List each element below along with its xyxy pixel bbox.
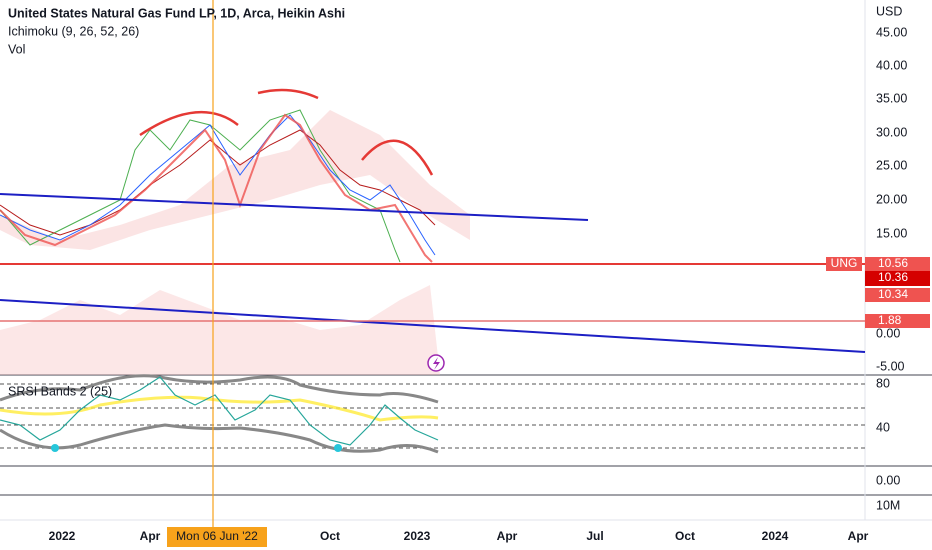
srsi-line [0,376,439,446]
srsi-signal [334,444,342,452]
time-axis-label: 2023 [404,529,431,543]
price-axis-label: 30.00 [876,125,907,139]
drawn-arc [257,88,319,100]
srsi-axis-label: 80 [876,376,890,390]
drawn-arc [139,110,239,137]
trend-line [0,193,589,221]
srsi-basis [0,395,439,422]
currency-label: USD [876,4,902,18]
srsi-lower-band [0,423,439,454]
volume-texture [0,285,440,375]
close-badge [865,271,930,286]
price-axis-label: 25.00 [876,158,907,172]
indicator-badge [865,314,930,328]
lower-axis-label: 0.00 [876,473,900,487]
price-axis-label: 20.00 [876,192,907,206]
symbol-badge-text: UNG [831,256,858,270]
price-axis-label: 15.00 [876,226,907,240]
ichimoku-cloud [0,110,470,250]
close-badge-text: 10.36 [878,270,908,284]
price-axis-label: 45.00 [876,25,907,39]
trend-line [0,299,866,353]
time-axis-label: Oct [320,529,340,543]
time-axis-label: Apr [140,529,161,543]
indicator-badge-text: 1.88 [878,313,902,327]
crosshair-date-box [167,527,267,547]
time-axis-label: 2022 [49,529,76,543]
drawn-arc [361,139,434,176]
time-axis-label: Jul [586,529,603,543]
volume-label: Vol [8,42,25,56]
lower-axis-label: 10M [876,498,900,512]
heikin-ashi [0,113,433,263]
crosshair-date: Mon 06 Jun '22 [176,529,258,543]
price-axis-label: 35.00 [876,91,907,105]
time-axis-label: Apr [497,529,518,543]
srsi-axis-label: 40 [876,420,890,434]
time-axis-label: Oct [675,529,695,543]
time-axis-label: 2024 [762,529,789,543]
indicator-label: Ichimoku (9, 26, 52, 26) [8,24,139,38]
lagging-span [0,109,401,263]
event-icon-glyph [433,357,440,370]
price-badge-text: 10.56 [878,256,908,270]
low-badge [865,288,930,302]
srsi-title: SRSI Bands 2 (25) [8,384,112,398]
symbol-badge [826,257,862,271]
price-badge [865,257,930,271]
low-badge-text: 10.34 [878,287,908,301]
volume-axis-label: 0.00 [876,326,900,340]
time-axis-label: Apr [848,529,869,543]
volume-axis-label: -5.00 [876,359,905,373]
srsi-upper-band [0,374,439,404]
price-axis-label: 40.00 [876,58,907,72]
srsi-signal [51,444,59,452]
chart-title: United States Natural Gas Fund LP, 1D, A… [8,6,345,20]
